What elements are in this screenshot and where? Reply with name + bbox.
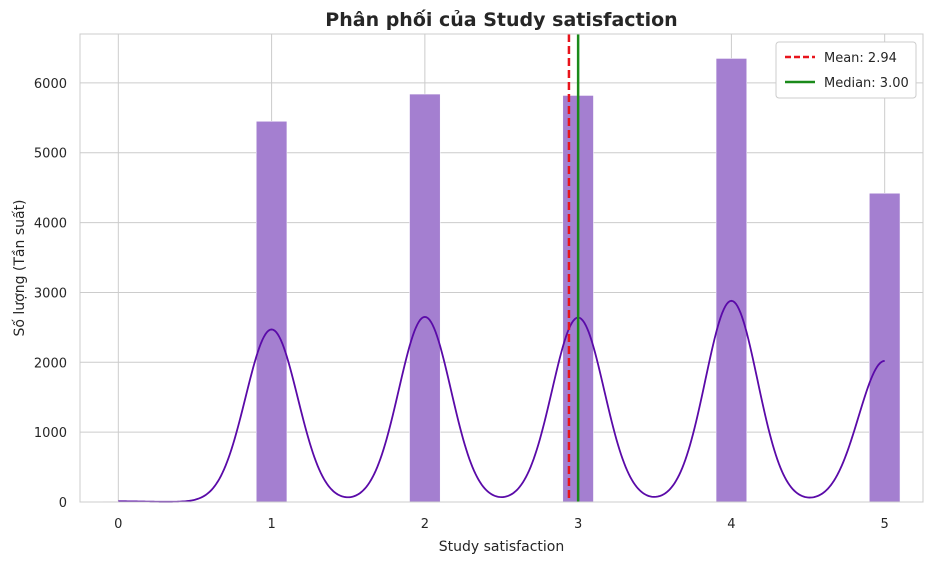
legend: Mean: 2.94 Median: 3.00	[775, 41, 917, 99]
y-tick-label: 5000	[34, 147, 67, 162]
y-axis-label: Số lượng (Tần suất)	[11, 199, 28, 336]
grid-lines	[80, 34, 923, 503]
y-tick-label: 3000	[34, 286, 67, 301]
legend-median-label: Median: 3.00	[824, 76, 909, 91]
histogram-bars	[102, 58, 901, 503]
histogram-bar	[409, 93, 441, 503]
y-tick-label: 6000	[34, 77, 67, 92]
x-axis-label: Study satisfaction	[439, 539, 564, 555]
histogram-bar	[715, 58, 747, 503]
chart-title: Phân phối của Study satisfaction	[325, 8, 677, 31]
x-tick-label: 1	[267, 517, 275, 532]
x-tick-label: 0	[114, 517, 122, 532]
reference-lines	[567, 34, 580, 502]
y-tick-label: 4000	[34, 217, 67, 232]
y-tick-label: 0	[59, 496, 67, 511]
plot-frame	[79, 33, 924, 503]
histogram-bar	[256, 121, 288, 503]
y-axis-ticks: 0 1000 2000 3000 4000 5000 6000	[34, 77, 67, 511]
x-tick-label: 3	[574, 517, 582, 532]
kde-curve-group	[118, 299, 885, 503]
x-tick-label: 4	[727, 517, 735, 532]
x-axis-ticks: 0 1 2 3 4 5	[114, 517, 889, 532]
y-tick-label: 1000	[34, 426, 67, 441]
legend-box	[775, 41, 917, 99]
legend-mean-label: Mean: 2.94	[824, 51, 897, 66]
histogram-bar	[869, 193, 901, 503]
x-tick-label: 2	[421, 517, 429, 532]
x-tick-label: 5	[881, 517, 889, 532]
y-tick-label: 2000	[34, 356, 67, 371]
kde-curve	[118, 299, 885, 503]
